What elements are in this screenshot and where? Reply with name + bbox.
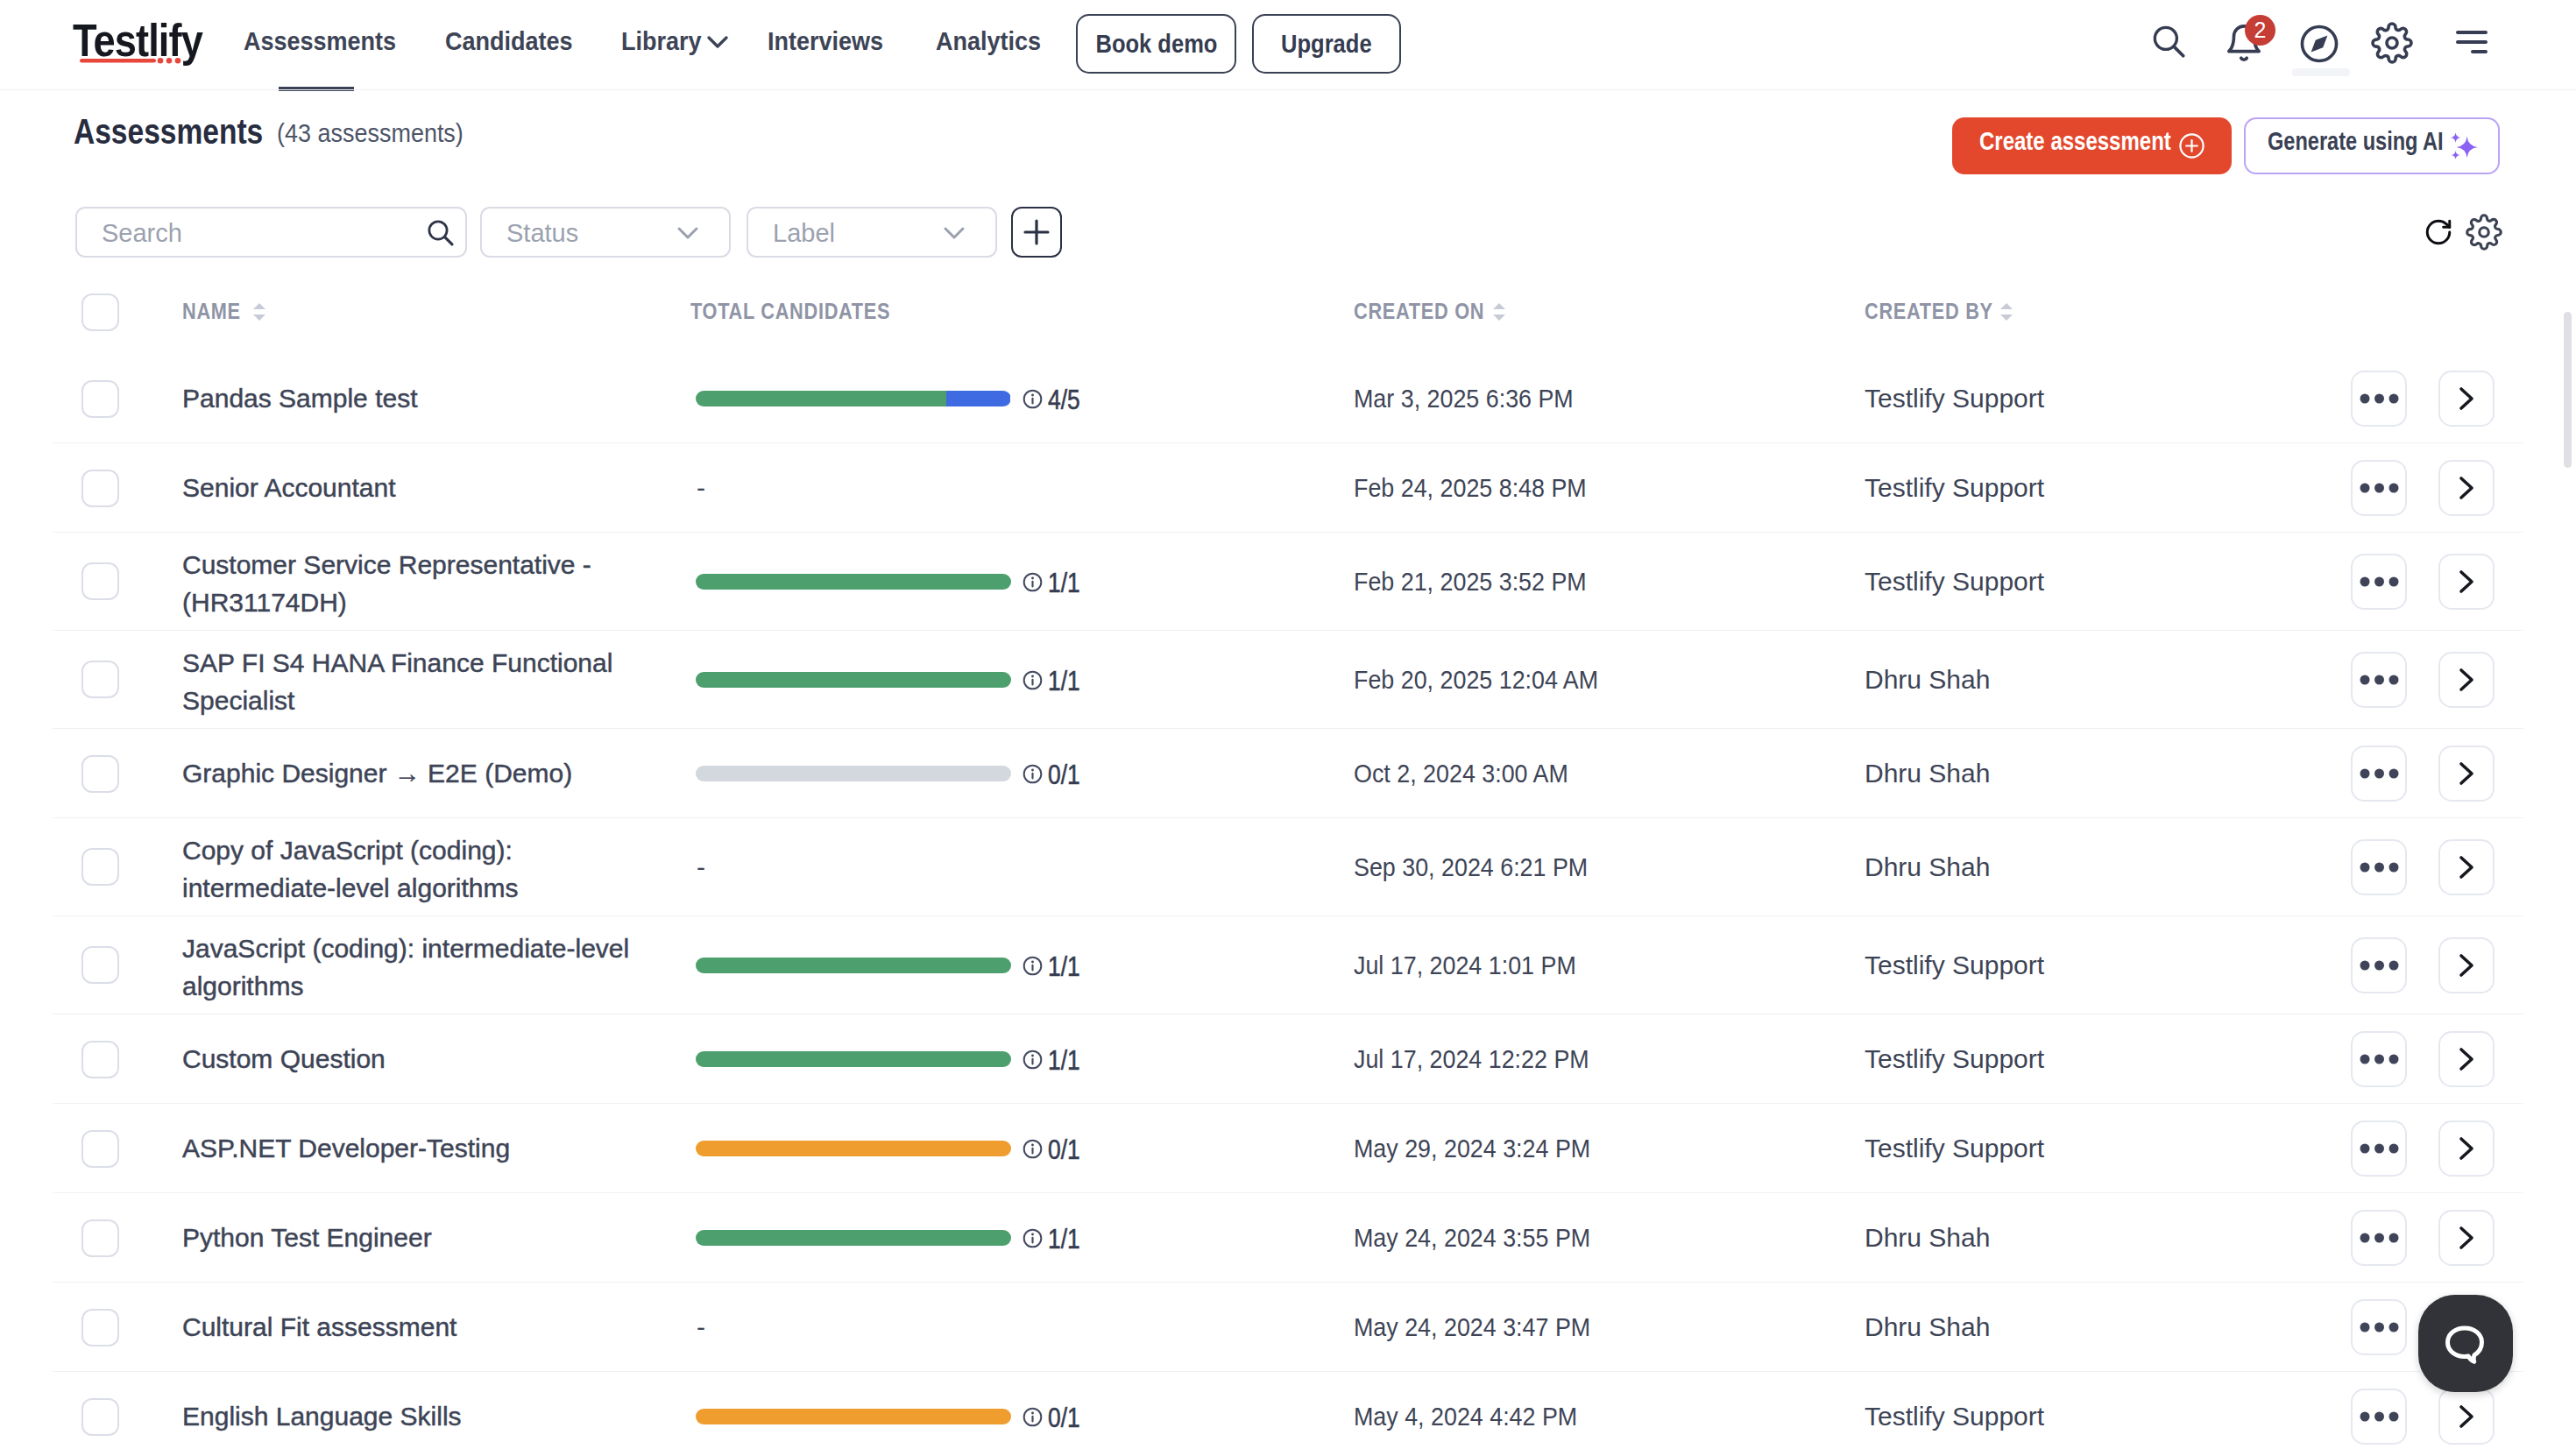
svg-text:Testlify: Testlify — [73, 15, 203, 66]
